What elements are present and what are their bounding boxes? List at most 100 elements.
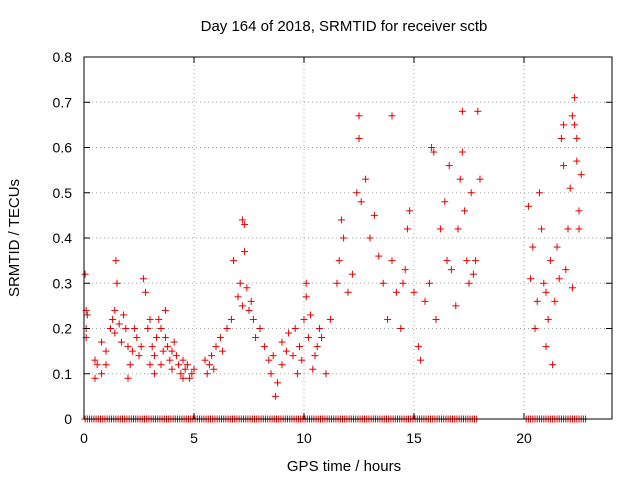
data-point [366,234,374,242]
x-tick-labels: 0 5 10 15 20 [80,430,532,446]
data-point [227,315,235,323]
data-point [168,365,176,373]
y-tick-label: 0 [64,411,72,427]
y-tick-label: 0.3 [53,275,73,291]
data-point [443,257,451,265]
data-point [355,134,363,142]
data-point [159,347,167,355]
data-point [188,370,196,378]
data-point [203,370,211,378]
data-point [219,347,227,355]
data-point [467,189,475,197]
data-point [403,225,411,233]
data-point [542,288,550,296]
data-point [388,257,396,265]
data-point [216,334,224,342]
data-point [265,356,273,364]
data-point [241,220,249,228]
data-point [432,315,440,323]
data-point [112,257,120,265]
data-point [142,288,150,296]
data-point [153,334,161,342]
data-point [529,243,537,251]
data-point [562,266,570,274]
data-point [575,207,583,215]
data-point [181,365,189,373]
data-point [577,171,585,179]
y-tick-label: 0.4 [53,230,73,246]
data-point [150,352,158,360]
data-point [357,198,365,206]
data-point [175,361,183,369]
data-point [241,248,249,256]
data-point [524,202,532,210]
data-point [201,356,209,364]
data-point [236,279,244,287]
data-point [186,374,194,382]
data-point [399,279,407,287]
data-point [454,225,462,233]
data-point [252,334,260,342]
y-tick-label: 0.1 [53,366,73,382]
data-point [370,211,378,219]
data-point [311,352,319,360]
data-point [406,207,414,215]
data-point [135,352,143,360]
data-point [161,334,169,342]
data-point [238,216,246,224]
data-point [137,343,145,351]
data-point [425,279,433,287]
data-point [302,293,310,301]
data-point [476,175,484,183]
data-point [93,361,101,369]
data-point [179,374,187,382]
data-point [575,225,583,233]
data-point [337,216,345,224]
data-point [179,356,187,364]
data-point [234,293,242,301]
data-point [430,148,438,156]
data-point [375,252,383,260]
y-tick-label: 0.8 [53,49,73,65]
grid [84,57,612,419]
data-point [353,189,361,197]
data-point [452,302,460,310]
data-point [146,315,154,323]
data-point [243,284,251,292]
data-point [538,225,546,233]
data-point [113,279,121,287]
x-tick-label: 20 [516,430,532,446]
y-tick-labels: 0 0.1 0.2 0.3 0.4 0.5 0.6 0.7 0.8 [53,49,73,427]
data-point [560,121,568,129]
data-point [441,198,449,206]
data-point [289,352,297,360]
data-point [326,315,334,323]
data-point [553,243,561,251]
data-point [150,370,158,378]
data-point [256,325,264,332]
data-point [469,270,477,278]
data-point [315,325,323,332]
data-point [81,270,89,278]
data-point [164,343,172,351]
data-point [111,306,119,314]
data-point [571,121,579,129]
data-point [278,361,286,369]
data-point [285,329,293,337]
data-point [102,361,110,369]
data-point [445,162,453,170]
data-point [148,343,156,351]
data-point [124,343,132,351]
data-point [447,266,455,274]
data-point [146,361,154,369]
data-point [546,257,554,265]
data-point [102,347,110,355]
data-point [98,338,106,346]
data-point [573,134,581,142]
data-point [348,270,356,278]
data-point [157,361,165,369]
data-point [210,365,218,373]
data-point [456,175,464,183]
data-point [128,347,136,355]
